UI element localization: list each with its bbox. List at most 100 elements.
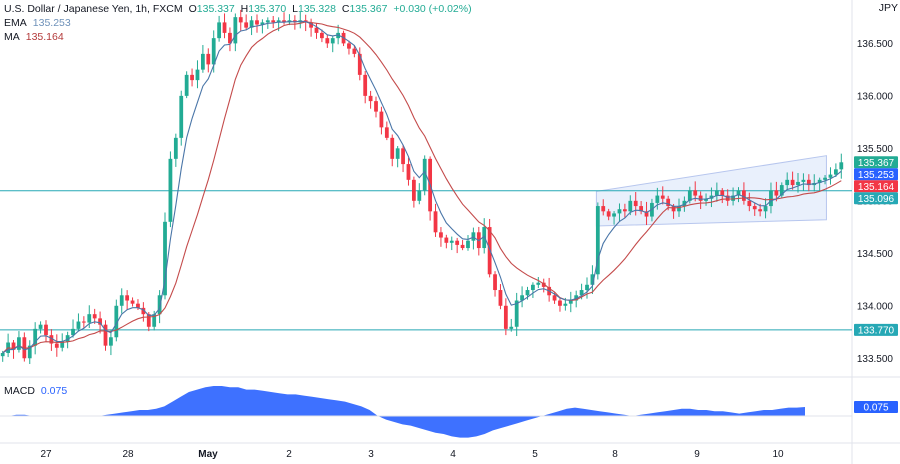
- ema-legend[interactable]: EMA 135.253: [4, 16, 475, 30]
- candle-body: [325, 38, 330, 44]
- candle-body: [157, 295, 162, 315]
- candle-body: [130, 300, 135, 304]
- candle-body: [785, 179, 790, 186]
- candle-body: [276, 20, 281, 23]
- candle-body: [49, 335, 54, 344]
- candle-body: [731, 195, 735, 201]
- candle-body: [71, 328, 75, 336]
- ema-value: 135.253: [32, 17, 71, 29]
- candle-body: [384, 127, 389, 138]
- candle-body: [92, 314, 97, 319]
- candle-body: [265, 20, 270, 23]
- candle-body: [119, 295, 124, 306]
- candle-body: [568, 300, 573, 304]
- candle-body: [704, 198, 708, 201]
- candle-body: [320, 32, 324, 39]
- candle-body: [693, 190, 698, 196]
- candle-body: [687, 190, 692, 201]
- macd-area: [0, 386, 805, 438]
- candle-body: [666, 198, 671, 207]
- ohlc-close-value: 135.367: [349, 3, 388, 15]
- candle-body: [466, 240, 470, 249]
- candle-body: [660, 195, 665, 199]
- candle-body: [411, 179, 416, 201]
- ema-line: [2, 20, 842, 354]
- candle-body: [503, 305, 508, 329]
- candle-body: [796, 181, 800, 186]
- candle-body: [38, 324, 43, 329]
- candle-body: [531, 284, 535, 291]
- candle-body: [141, 307, 146, 315]
- candle-body: [720, 190, 725, 196]
- candle-body: [552, 295, 557, 301]
- candle-body: [433, 211, 438, 233]
- candle-body: [833, 169, 838, 175]
- candle-body: [736, 190, 741, 196]
- candle-body: [622, 209, 627, 212]
- candle-body: [806, 179, 811, 186]
- candle-body: [828, 174, 833, 178]
- candle-body: [439, 232, 443, 238]
- candle-body: [655, 195, 660, 203]
- candle-body: [579, 290, 584, 296]
- candle-body: [401, 148, 405, 165]
- candle-body: [136, 303, 140, 308]
- candle-body: [487, 227, 492, 275]
- candle-body: [536, 282, 541, 285]
- candle-body: [211, 38, 216, 65]
- currency-label: JPY: [878, 2, 898, 14]
- price-tag-ema: [854, 168, 898, 181]
- candle-body: [514, 300, 519, 327]
- candle-body: [271, 20, 276, 23]
- candle-body: [65, 335, 70, 342]
- candle-body: [200, 53, 205, 70]
- candle-body: [60, 341, 65, 348]
- candle-body: [152, 314, 157, 327]
- macd-name: MACD: [4, 385, 35, 397]
- candle-body: [222, 22, 227, 33]
- y-tick-label-5: 134.000: [857, 301, 894, 312]
- candle-body: [677, 206, 681, 212]
- candle-body: [563, 303, 568, 306]
- candle-body: [628, 200, 633, 212]
- candle-body: [352, 48, 357, 54]
- candle-body: [260, 22, 265, 25]
- x-tick-label-1: 28: [122, 449, 134, 460]
- x-tick-label-2: May: [198, 449, 218, 460]
- candle-body: [249, 20, 254, 28]
- candle-body: [769, 190, 773, 207]
- ma-name: MA: [4, 31, 20, 43]
- candle-body: [585, 284, 589, 291]
- candle-body: [747, 200, 752, 207]
- macd-value-tag: [854, 401, 898, 413]
- candle-body: [33, 328, 38, 346]
- candle-body: [774, 190, 779, 196]
- price-tag-last: [854, 156, 898, 169]
- ma-legend[interactable]: MA 135.164: [4, 30, 475, 44]
- y-tick-label-4: 134.500: [857, 249, 894, 260]
- ohlc-values: O135.337 H135.370 L135.328 C135.367 +0.0…: [189, 2, 475, 16]
- macd-value-tag-label: 0.075: [863, 403, 888, 414]
- candle-body: [309, 22, 313, 28]
- candle-body: [228, 32, 232, 44]
- macd-legend[interactable]: MACD 0.075: [4, 385, 67, 397]
- candle-body: [114, 305, 119, 338]
- ohlc-open-key: O: [188, 3, 197, 15]
- price-tag-label-line: 135.096: [858, 194, 895, 205]
- candle-body: [0, 353, 5, 357]
- candle-body: [417, 190, 422, 201]
- candle-body: [87, 314, 92, 323]
- ema-name: EMA: [4, 17, 27, 29]
- candle-body: [763, 206, 768, 212]
- candle-body: [255, 20, 259, 25]
- ohlc-open-value: 135.337: [196, 3, 235, 15]
- candle-body: [617, 209, 622, 214]
- candle-body: [184, 74, 189, 96]
- candle-body: [698, 195, 703, 201]
- candle-body: [363, 74, 368, 96]
- candle-body: [330, 38, 335, 44]
- candle-body: [493, 274, 497, 291]
- macd-value: 0.075: [40, 385, 68, 397]
- candle-body: [633, 200, 638, 207]
